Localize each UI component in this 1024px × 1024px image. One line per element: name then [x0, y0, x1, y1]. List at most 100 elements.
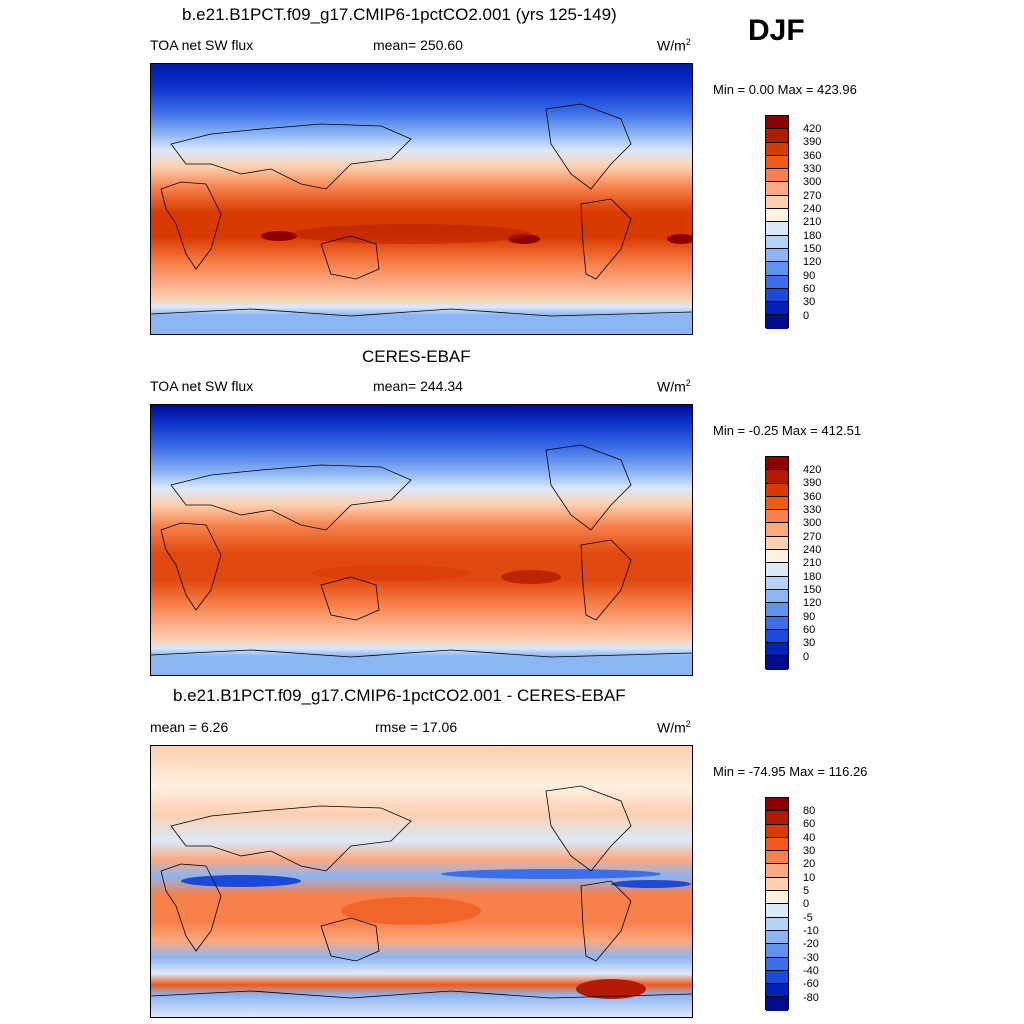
panel2-colorbar-swatch	[766, 510, 788, 524]
panel2-colorbar-label: 330	[803, 504, 822, 516]
panel3-colorbar-label: -10	[803, 925, 819, 937]
panel2-colorbar-label: 120	[803, 597, 822, 609]
panel2-colorbar-swatch	[766, 629, 788, 644]
panel2-colorbar-label: 180	[803, 571, 822, 583]
panel2-colorbar-swatch	[766, 483, 788, 497]
panel1-colorbar-label: 120	[803, 256, 822, 268]
panel3-colorbar-label: -5	[803, 912, 813, 924]
panel1-colorbar-swatch	[766, 209, 788, 223]
panel1-colorbar-swatch	[766, 235, 788, 249]
panel1-colorbar-label: 180	[803, 230, 822, 242]
panel3-colorbar-swatch	[766, 877, 788, 892]
panel3-colorbar-label: 60	[803, 818, 816, 830]
panel1-colorbar-swatch	[766, 288, 788, 303]
panel2-colorbar-label: 0	[803, 651, 810, 663]
panel3-colorbar-swatch	[766, 944, 788, 958]
panel3-colorbar-label: 20	[803, 858, 816, 870]
season-label: DJF	[748, 14, 805, 47]
panel2-colorbar-label: 240	[803, 544, 822, 556]
panel3-colorbar-swatch	[766, 811, 788, 825]
panel2-colorbar-swatch	[766, 603, 788, 617]
panel1-colorbar-label: 90	[803, 270, 816, 282]
panel2-colorbar-swatch	[766, 576, 788, 590]
panel2-colorbar-label: 390	[803, 477, 822, 489]
panel1-colorbar-swatch	[766, 195, 788, 210]
panel1-colorbar-label: 270	[803, 190, 822, 202]
panel1-colorbar-swatch	[766, 222, 788, 236]
panel2-colorbar	[765, 456, 789, 670]
panel2-title: CERES-EBAF	[362, 347, 471, 366]
panel3-colorbar-swatch	[766, 984, 788, 998]
panel2-colorbar-label: 210	[803, 557, 822, 569]
panel3-colorbar-label: -40	[803, 965, 819, 977]
panel3-colorbar-label: -60	[803, 978, 819, 990]
panel2-colorbar-swatch	[766, 589, 788, 604]
panel2-mean-label: mean= 244.34	[373, 378, 463, 394]
panel2-colorbar-label: 60	[803, 624, 816, 636]
panel3-colorbar-label: -20	[803, 938, 819, 950]
panel3-colorbar	[765, 797, 789, 1011]
panel3-colorbar-swatch	[766, 864, 788, 878]
panel2-colorbar-swatch	[766, 550, 788, 564]
panel2-colorbar-label: 90	[803, 611, 816, 623]
panel3-colorbar-swatch	[766, 970, 788, 985]
panel2-colorbar-swatch	[766, 656, 788, 670]
panel1-colorbar-label: 30	[803, 296, 816, 308]
panel2-colorbar-label: 360	[803, 491, 822, 503]
panel3-colorbar-swatch	[766, 930, 788, 945]
panel3-colorbar-swatch	[766, 837, 788, 852]
panel1-variable-label: TOA net SW flux	[150, 37, 254, 53]
panel1-map	[150, 63, 693, 335]
panel3-colorbar-label: 10	[803, 872, 816, 884]
panel1-colorbar-swatch	[766, 248, 788, 263]
panel3-colorbar-swatch	[766, 798, 788, 812]
panel2-colorbar-swatch	[766, 523, 788, 537]
panel1-colorbar-swatch	[766, 155, 788, 170]
panel2-minmax: Min = -0.25 Max = 412.51	[713, 423, 862, 438]
panel2-unit-label: W/m2	[657, 378, 691, 395]
panel2-map	[150, 404, 693, 676]
panel2-colorbar-label: 150	[803, 584, 822, 596]
panel2-colorbar-swatch	[766, 536, 788, 551]
panel3-colorbar-label: 0	[803, 898, 810, 910]
panel1-title: b.e21.B1PCT.f09_g17.CMIP6-1pctCO2.001 (y…	[182, 5, 617, 24]
panel2-colorbar-swatch	[766, 470, 788, 484]
panel2-colorbar-swatch	[766, 457, 788, 471]
panel3-colorbar-label: -30	[803, 952, 819, 964]
panel1-colorbar-swatch	[766, 262, 788, 276]
panel3-colorbar-label: 80	[803, 805, 816, 817]
panel3-title: b.e21.B1PCT.f09_g17.CMIP6-1pctCO2.001 - …	[173, 686, 626, 705]
panel2-colorbar-swatch	[766, 563, 788, 577]
panel2-variable-label: TOA net SW flux	[150, 378, 254, 394]
panel3-rmse-label: rmse = 17.06	[375, 719, 458, 735]
panel1-colorbar-label: 210	[803, 216, 822, 228]
panel2-colorbar-label: 30	[803, 637, 816, 649]
panel1-colorbar-swatch	[766, 142, 788, 156]
panel1-colorbar-label: 0	[803, 310, 810, 322]
panel2-colorbar-label: 300	[803, 517, 822, 529]
panel3-colorbar-swatch	[766, 957, 788, 971]
panel1-colorbar-swatch	[766, 275, 788, 289]
panel3-minmax: Min = -74.95 Max = 116.26	[713, 764, 868, 779]
panel1-colorbar-swatch	[766, 116, 788, 130]
panel1-unit-label: W/m2	[657, 37, 691, 54]
panel2-colorbar-swatch	[766, 616, 788, 630]
panel1-colorbar-swatch	[766, 315, 788, 329]
panel1-colorbar-label: 300	[803, 176, 822, 188]
panel1-colorbar-swatch	[766, 129, 788, 143]
panel1-colorbar-label: 420	[803, 123, 822, 135]
panel2-colorbar-label: 420	[803, 464, 822, 476]
panel1-colorbar-label: 330	[803, 163, 822, 175]
panel1-mean-label: mean= 250.60	[373, 37, 463, 53]
panel3-unit-label: W/m2	[657, 719, 691, 736]
panel1-colorbar-label: 150	[803, 243, 822, 255]
panel3-map	[150, 745, 693, 1018]
panel3-colorbar-swatch	[766, 824, 788, 838]
panel1-colorbar-swatch	[766, 182, 788, 196]
panel2-colorbar-label: 270	[803, 531, 822, 543]
panel3-colorbar-swatch	[766, 997, 788, 1011]
panel3-colorbar-swatch	[766, 891, 788, 905]
panel3-colorbar-swatch	[766, 917, 788, 931]
panel3-colorbar-swatch	[766, 851, 788, 865]
panel1-colorbar-label: 360	[803, 150, 822, 162]
